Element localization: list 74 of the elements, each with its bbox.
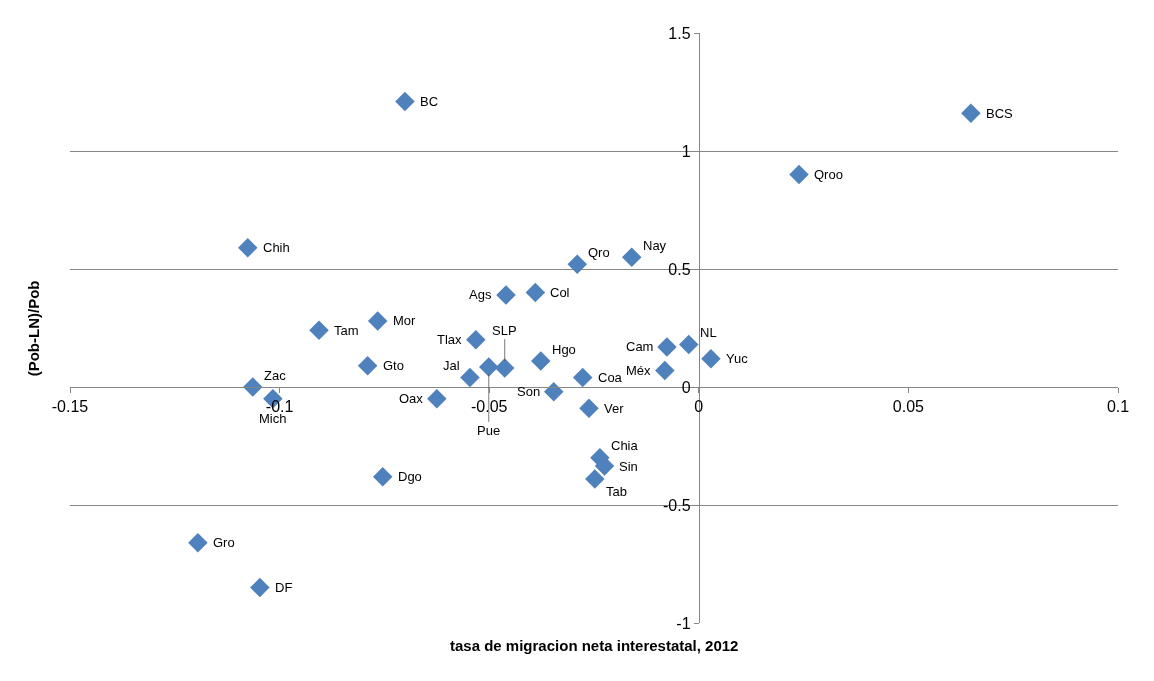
point [579, 398, 599, 418]
series-label: Ver [604, 401, 625, 416]
point [309, 320, 329, 341]
series-label: Son [517, 384, 541, 399]
point [188, 533, 208, 553]
series-label: SLP [492, 323, 517, 338]
point [621, 247, 642, 267]
series-label: Nay [643, 238, 667, 253]
series-label: BCS [986, 106, 1014, 121]
series-label: Chih [263, 240, 290, 255]
point [237, 238, 258, 258]
point [544, 381, 564, 402]
series-label: Gro [213, 535, 235, 550]
series-label: Oax [399, 391, 424, 406]
x-tick-label: 0.05 [892, 398, 925, 416]
series-label: Gto [383, 358, 404, 373]
series-label: Tab [606, 484, 627, 499]
point [789, 164, 809, 185]
x-tick-label: 0.1 [1106, 398, 1130, 416]
x-tick-label: -0.15 [51, 398, 89, 416]
y-tick-label: 0 [681, 378, 691, 396]
series-label: Zac [264, 368, 287, 383]
point [479, 357, 499, 377]
series-label: Sin [619, 459, 638, 474]
point [427, 389, 447, 409]
series-label: Hgo [552, 342, 576, 357]
series-label: Tlax [437, 332, 463, 347]
text: Pue [477, 423, 501, 438]
point [496, 285, 516, 305]
point [357, 356, 378, 376]
point [567, 254, 587, 275]
point [961, 103, 981, 123]
series-label: NL [700, 325, 717, 340]
x-tick-label: -0.05 [470, 398, 508, 416]
point [460, 367, 480, 388]
series-label: Yuc [726, 351, 749, 366]
point [250, 577, 270, 598]
series-label: BC [420, 94, 439, 109]
x-tick-label: 0 [694, 398, 704, 416]
series-label: Mich [259, 411, 287, 426]
point [466, 330, 486, 350]
series-label: Cam [626, 339, 654, 354]
point [701, 348, 721, 369]
y-tick-label: -1 [676, 614, 691, 632]
point [531, 351, 551, 371]
point [678, 334, 699, 355]
series-label: Tam [334, 323, 359, 338]
series-label: Méx [626, 363, 652, 378]
series-label: Chia [611, 438, 639, 453]
y-tick-label: 1 [681, 142, 691, 160]
series-label: Ags [469, 287, 492, 302]
point [367, 311, 388, 331]
series-label: Col [550, 285, 570, 300]
point [657, 337, 677, 357]
point [395, 91, 415, 112]
point [372, 466, 393, 487]
series-label: DF [275, 580, 293, 595]
series-label: Mor [393, 313, 417, 328]
series-label: Jal [443, 358, 460, 373]
series-label: Coa [598, 370, 623, 385]
series-label: Dgo [398, 469, 422, 484]
y-tick-label: 0.5 [668, 260, 691, 278]
x-axis-title: tasa de migracion neta interestatal, 2012 [450, 637, 739, 654]
point [655, 360, 675, 381]
y-axis-title: (Pob-LN)/Pob [25, 280, 43, 377]
series-label: Qroo [814, 167, 843, 182]
point [594, 456, 615, 476]
point [585, 469, 605, 489]
y-tick-label: -0.5 [663, 496, 691, 514]
point [572, 367, 593, 388]
point [525, 282, 546, 303]
series-label: Qro [588, 245, 610, 260]
y-tick-label: 1.5 [668, 24, 691, 42]
point [494, 358, 515, 378]
